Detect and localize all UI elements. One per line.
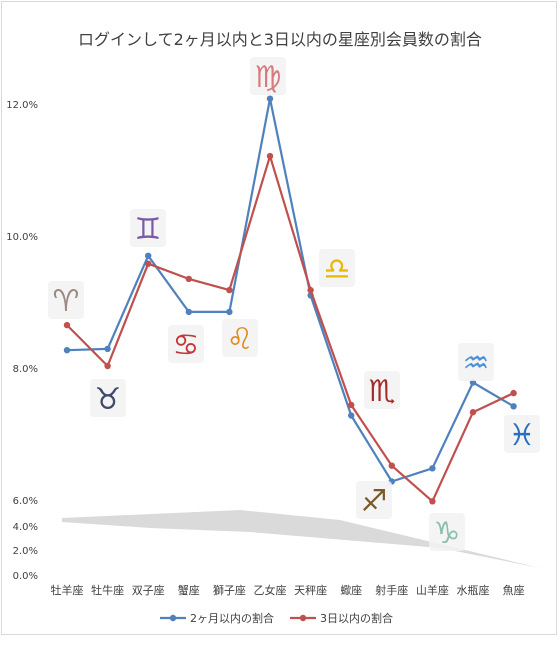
data-point xyxy=(63,321,71,329)
aries-icon: ♈ xyxy=(53,284,80,319)
x-category-label: 魚座 xyxy=(503,583,525,597)
x-category-label: 山羊座 xyxy=(416,583,449,597)
x-category-label: 蟹座 xyxy=(178,583,200,597)
icon-backdrop xyxy=(458,343,494,381)
icon-backdrop xyxy=(250,57,286,95)
icon-backdrop xyxy=(90,379,126,417)
x-category-label: 乙女座 xyxy=(254,583,287,597)
legend-label: 3日以内の割合 xyxy=(320,611,393,625)
y-tick-label: 2.0% xyxy=(13,546,38,557)
data-point xyxy=(510,403,517,410)
series-line xyxy=(66,97,515,483)
aquarius-icon: ♒ xyxy=(463,346,490,381)
series-line xyxy=(66,155,515,503)
data-point xyxy=(266,95,274,102)
cancer-icon: ♋ xyxy=(173,328,200,363)
icon-backdrop xyxy=(319,249,355,287)
capricorn-icon: ♑ xyxy=(434,516,461,551)
y-tick-label: 4.0% xyxy=(13,522,38,533)
data-point xyxy=(145,252,152,259)
legend-item: 2ヶ月以内の割合 xyxy=(160,611,274,625)
data-point xyxy=(185,308,192,316)
icon-backdrop xyxy=(48,281,84,319)
legend-item: 3日以内の割合 xyxy=(290,611,393,625)
taurus-icon: ♉ xyxy=(95,382,122,417)
data-point xyxy=(469,409,477,416)
axis-break-band xyxy=(62,510,540,568)
data-point xyxy=(307,286,314,294)
data-point xyxy=(226,308,233,316)
series-group xyxy=(63,152,517,505)
x-category-label: 水瓶座 xyxy=(457,583,490,597)
legend-marker xyxy=(299,614,307,622)
x-category-label: 牡牛座 xyxy=(91,583,124,597)
icon-backdrop xyxy=(168,325,204,363)
x-category-label: 蠍座 xyxy=(340,583,362,597)
data-point xyxy=(145,260,152,267)
icon-backdrop xyxy=(222,319,258,357)
data-point xyxy=(104,345,111,353)
data-point xyxy=(104,362,111,370)
x-category-label: 天秤座 xyxy=(294,583,327,597)
icon-backdrop xyxy=(364,371,400,409)
sagittarius-icon: ♐ xyxy=(361,484,388,519)
legend-label: 2ヶ月以内の割合 xyxy=(190,611,274,625)
icon-backdrop xyxy=(429,513,465,551)
data-point xyxy=(348,412,355,419)
data-point xyxy=(226,286,233,294)
y-tick-label: 0.0% xyxy=(13,571,38,582)
series-group xyxy=(63,95,517,485)
data-point xyxy=(429,498,436,505)
x-category-label: 射手座 xyxy=(375,583,408,597)
icon-backdrop xyxy=(130,209,166,247)
gemini-icon: ♊ xyxy=(135,212,162,247)
x-category-label: 双子座 xyxy=(132,583,165,597)
data-point xyxy=(185,275,192,283)
data-point xyxy=(266,152,274,160)
data-point xyxy=(510,389,517,397)
y-tick-label: 10.0% xyxy=(6,232,38,243)
x-category-label: 牡羊座 xyxy=(51,583,84,597)
data-point xyxy=(388,462,395,469)
virgo-icon: ♍ xyxy=(255,60,282,95)
pisces-icon: ♓ xyxy=(509,418,536,453)
icon-backdrop xyxy=(356,481,392,519)
y-tick-label: 6.0% xyxy=(13,496,38,507)
libra-icon: ♎ xyxy=(324,252,351,287)
data-point xyxy=(429,465,436,472)
icon-backdrop xyxy=(504,415,540,453)
leo-icon: ♌ xyxy=(227,322,254,357)
chart-title: ログインして2ヶ月以内と3日以内の星座別会員数の割合 xyxy=(78,30,482,49)
legend-marker xyxy=(169,614,177,622)
data-point xyxy=(348,401,355,409)
scorpio-icon: ♏ xyxy=(369,374,396,409)
y-tick-label: 12.0% xyxy=(6,100,38,111)
y-tick-label: 8.0% xyxy=(13,364,38,375)
x-category-label: 獅子座 xyxy=(213,583,246,597)
data-point xyxy=(63,347,71,354)
